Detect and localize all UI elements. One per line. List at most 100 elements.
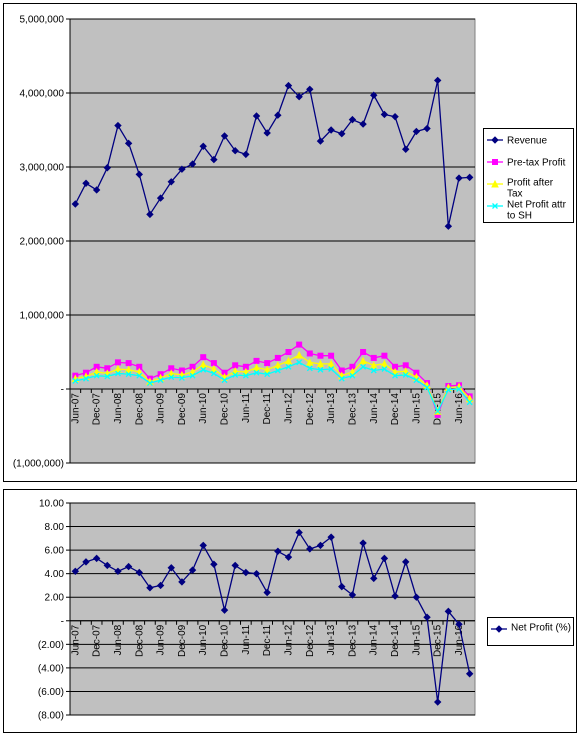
marker: [402, 558, 410, 566]
marker: [135, 568, 143, 577]
marker: [221, 377, 228, 384]
x-tick-label: Jun-13: [326, 624, 337, 655]
marker: [381, 352, 388, 359]
x-tick-label: Dec-07: [92, 393, 103, 426]
marker: [210, 370, 217, 377]
marker: [114, 359, 121, 366]
marker: [146, 584, 154, 592]
x-tick-label: Jun-11: [241, 624, 252, 654]
x-tick-label: Jun-09: [156, 393, 167, 424]
marker: [189, 372, 196, 379]
marker: [284, 356, 293, 365]
marker: [444, 222, 453, 230]
x-tick-label: Dec-14: [390, 624, 401, 657]
x-tick-label: Jun-10: [198, 393, 209, 424]
legend-box: [487, 617, 574, 646]
marker: [306, 350, 313, 357]
marker: [167, 564, 175, 572]
marker: [296, 359, 303, 366]
x-tick-label: Dec-14: [390, 393, 401, 426]
legend-label: Net Profit (%): [511, 623, 571, 634]
y-tick-label: 2.00: [45, 593, 65, 604]
marker: [445, 386, 452, 393]
y-tick-label: -: [61, 385, 64, 396]
x-tick-label: Jun-09: [156, 624, 167, 655]
marker: [456, 386, 462, 392]
x-tick-label: Jun-14: [369, 624, 380, 655]
marker: [124, 139, 133, 148]
marker: [316, 359, 325, 368]
series-line: [74, 531, 471, 703]
marker: [369, 361, 378, 369]
y-tick-label: (1,000,000): [13, 459, 64, 470]
y-tick-label: 4.00: [45, 569, 65, 580]
marker: [391, 592, 399, 600]
x-tick-label: Dec-15: [433, 624, 444, 657]
marker: [103, 164, 112, 172]
marker: [210, 560, 218, 568]
legend-label: Revenue: [507, 136, 547, 147]
marker: [338, 582, 346, 591]
y-tick-label: 6.00: [45, 546, 65, 557]
x-tick-label: Jun-15: [411, 624, 422, 655]
marker: [168, 374, 175, 381]
marker: [306, 365, 313, 372]
x-tick-label: Dec-11: [262, 393, 273, 425]
marker: [402, 371, 409, 378]
marker: [210, 360, 217, 367]
marker: [433, 76, 442, 85]
marker: [232, 371, 239, 378]
marker: [71, 567, 80, 576]
marker: [242, 372, 249, 379]
marker: [71, 200, 80, 208]
x-tick-label: Jun-10: [198, 624, 209, 655]
marker: [135, 170, 143, 179]
marker: [423, 613, 431, 621]
x-tick-label: Jun-07: [70, 393, 81, 424]
marker: [402, 145, 410, 153]
marker: [434, 408, 441, 415]
marker: [264, 371, 271, 378]
marker: [306, 545, 314, 553]
marker: [199, 142, 207, 150]
x-tick-label: Dec-09: [177, 624, 188, 657]
marker: [188, 160, 197, 168]
marker: [455, 620, 463, 629]
marker: [220, 132, 229, 140]
marker: [92, 186, 101, 194]
marker: [338, 375, 345, 382]
marker: [82, 558, 90, 566]
marker: [491, 179, 499, 188]
marker: [423, 124, 431, 133]
x-tick-label: Jun-14: [369, 393, 380, 424]
x-tick-label: Jun-11: [241, 393, 252, 423]
marker: [136, 372, 143, 379]
x-tick-label: Jun-15: [411, 393, 422, 424]
marker: [360, 349, 367, 355]
plot-area: [69, 502, 476, 716]
marker: [492, 159, 498, 165]
y-tick-label: 1,000,000: [20, 311, 65, 322]
marker: [295, 528, 303, 537]
marker: [231, 147, 239, 155]
marker: [317, 366, 324, 373]
marker: [327, 359, 335, 368]
marker: [412, 593, 421, 601]
x-tick-label: Dec-13: [347, 624, 358, 657]
marker: [348, 591, 357, 599]
marker: [274, 547, 282, 555]
marker: [103, 561, 112, 570]
marker: [188, 566, 197, 574]
x-tick-label: Dec-12: [305, 624, 316, 657]
marker: [210, 155, 218, 164]
marker: [370, 367, 377, 374]
marker: [167, 178, 175, 186]
marker: [433, 698, 442, 706]
y-tick-label: 10.00: [39, 499, 64, 510]
marker: [274, 354, 281, 361]
marker: [200, 366, 207, 373]
y-tick-label: -: [61, 616, 64, 627]
y-tick-label: 8.00: [45, 522, 65, 533]
marker: [263, 129, 271, 137]
